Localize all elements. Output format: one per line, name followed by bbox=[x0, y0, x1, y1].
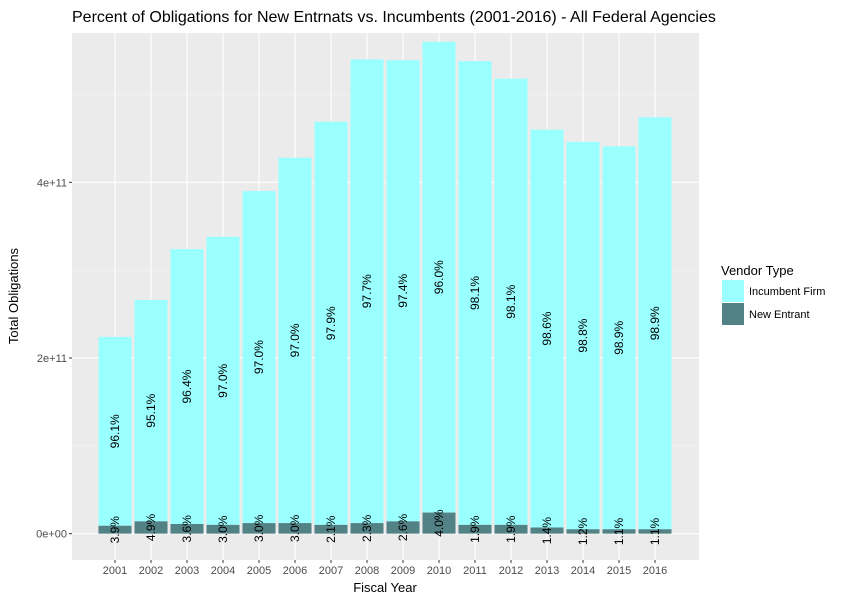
bar-label-new-entrant: 2.3% bbox=[360, 514, 374, 542]
bar-label-new-entrant: 1.9% bbox=[504, 515, 518, 543]
bar-label-incumbent: 96.0% bbox=[432, 260, 446, 294]
bar-new-entrant-2007 bbox=[314, 524, 348, 534]
bar-incumbent-2014 bbox=[566, 141, 600, 530]
bar-label-incumbent: 98.1% bbox=[504, 284, 518, 318]
legend-title: Vendor Type bbox=[721, 263, 794, 278]
x-tick-label: 2014 bbox=[571, 565, 595, 577]
bar-incumbent-2001 bbox=[98, 336, 132, 526]
legend-key bbox=[722, 280, 744, 302]
x-tick-label: 2016 bbox=[643, 565, 667, 577]
bar-label-incumbent: 96.4% bbox=[180, 369, 194, 403]
bar-label-incumbent: 98.8% bbox=[576, 318, 590, 352]
bar-new-entrant-2011 bbox=[458, 524, 492, 534]
legend-label: New Entrant bbox=[749, 309, 810, 321]
bar-label-incumbent: 97.0% bbox=[288, 323, 302, 357]
bar-new-entrant-2015 bbox=[602, 529, 636, 534]
bar-new-entrant-2003 bbox=[170, 523, 204, 534]
bar-new-entrant-2005 bbox=[242, 523, 276, 534]
bar-label-new-entrant: 1.1% bbox=[648, 517, 662, 545]
bar-new-entrant-2012 bbox=[494, 524, 528, 534]
bar-label-new-entrant: 4.9% bbox=[144, 513, 158, 541]
bar-label-new-entrant: 1.2% bbox=[576, 517, 590, 545]
bar-label-incumbent: 95.1% bbox=[144, 393, 158, 427]
x-axis: 2001 2002 2003 2004 2005 2006 2007 2008 2009 2010… bbox=[103, 560, 667, 577]
x-axis-title: Fiscal Year bbox=[353, 580, 417, 595]
x-tick-label: 2009 bbox=[391, 565, 415, 577]
bar-label-incumbent: 96.1% bbox=[108, 414, 122, 448]
bar-new-entrant-2008 bbox=[350, 523, 384, 534]
bar-label-new-entrant: 3.9% bbox=[108, 516, 122, 544]
x-tick-label: 2004 bbox=[211, 565, 235, 577]
x-tick-label: 2011 bbox=[463, 565, 487, 577]
x-tick-label: 2008 bbox=[355, 565, 379, 577]
bar-label-new-entrant: 1.9% bbox=[468, 515, 482, 543]
bar-label-incumbent: 97.7% bbox=[360, 274, 374, 308]
y-axis: 0e+00 2e+11 4e+11 bbox=[36, 177, 72, 541]
bar-incumbent-2012 bbox=[494, 78, 528, 525]
bar-new-entrant-2006 bbox=[278, 523, 312, 534]
x-tick-label: 2013 bbox=[535, 565, 559, 577]
bar-label-incumbent: 97.9% bbox=[324, 306, 338, 340]
x-tick-label: 2003 bbox=[175, 565, 199, 577]
bar-label-new-entrant: 3.0% bbox=[216, 515, 230, 543]
bar-incumbent-2004 bbox=[206, 236, 240, 525]
bars-group bbox=[98, 41, 672, 534]
bar-label-incumbent: 97.0% bbox=[216, 363, 230, 397]
x-tick-label: 2007 bbox=[319, 565, 343, 577]
bar-incumbent-2003 bbox=[170, 249, 204, 524]
bar-incumbent-2015 bbox=[602, 146, 636, 530]
bar-label-incumbent: 98.6% bbox=[540, 311, 554, 345]
bar-label-incumbent: 97.4% bbox=[396, 273, 410, 307]
bar-incumbent-2013 bbox=[530, 129, 564, 528]
bar-label-new-entrant: 3.0% bbox=[288, 514, 302, 542]
bar-label-new-entrant: 4.0% bbox=[432, 509, 446, 537]
bar-incumbent-2016 bbox=[638, 117, 672, 530]
legend: Vendor Type Incumbent Firm New Entrant bbox=[721, 263, 825, 325]
bar-incumbent-2010 bbox=[422, 41, 456, 513]
bar-incumbent-2008 bbox=[350, 59, 384, 524]
bar-incumbent-2006 bbox=[278, 157, 312, 524]
bar-label-new-entrant: 2.6% bbox=[396, 513, 410, 541]
chart-title: Percent of Obligations for New Entrnats … bbox=[72, 9, 716, 26]
bar-label-incumbent: 98.9% bbox=[612, 320, 626, 354]
x-tick-label: 2012 bbox=[499, 565, 523, 577]
bar-incumbent-2009 bbox=[386, 60, 420, 522]
bar-incumbent-2005 bbox=[242, 191, 276, 524]
y-tick-label: 4e+11 bbox=[37, 177, 67, 189]
bar-label-incumbent: 98.1% bbox=[468, 276, 482, 310]
bar-label-incumbent: 97.0% bbox=[252, 340, 266, 374]
bar-new-entrant-2010 bbox=[422, 512, 456, 534]
legend-label: Incumbent Firm bbox=[749, 286, 825, 298]
bar-label-new-entrant: 1.1% bbox=[612, 517, 626, 545]
bar-new-entrant-2013 bbox=[530, 527, 564, 534]
y-tick-label: 0e+00 bbox=[36, 529, 67, 541]
x-tick-label: 2006 bbox=[283, 565, 307, 577]
x-tick-label: 2015 bbox=[607, 565, 631, 577]
x-tick-label: 2005 bbox=[247, 565, 271, 577]
y-tick-label: 2e+11 bbox=[37, 353, 67, 365]
bar-incumbent-2011 bbox=[458, 61, 492, 525]
y-axis-title: Total Obligations bbox=[6, 247, 21, 344]
x-tick-label: 2010 bbox=[427, 565, 451, 577]
bar-label-new-entrant: 3.6% bbox=[180, 515, 194, 543]
bar-new-entrant-2004 bbox=[206, 524, 240, 534]
bar-new-entrant-2014 bbox=[566, 529, 600, 534]
bar-label-new-entrant: 3.0% bbox=[252, 514, 266, 542]
bar-incumbent-2007 bbox=[314, 121, 348, 525]
bar-new-entrant-2002 bbox=[134, 521, 168, 534]
bar-labels-group: 96.1% 3.9% 95.1% 4.9% 96.4% 3.6% 97.0% 3.0% 97.0… bbox=[108, 260, 662, 545]
bar-label-incumbent: 98.9% bbox=[648, 306, 662, 340]
legend-key bbox=[722, 303, 744, 325]
bar-label-new-entrant: 2.1% bbox=[324, 515, 338, 543]
x-tick-label: 2001 bbox=[103, 565, 127, 577]
bar-new-entrant-2009 bbox=[386, 521, 420, 534]
x-tick-label: 2002 bbox=[139, 565, 163, 577]
bar-incumbent-2002 bbox=[134, 300, 168, 522]
bar-label-new-entrant: 1.4% bbox=[540, 517, 554, 545]
bar-new-entrant-2001 bbox=[98, 525, 132, 534]
bar-new-entrant-2016 bbox=[638, 529, 672, 534]
